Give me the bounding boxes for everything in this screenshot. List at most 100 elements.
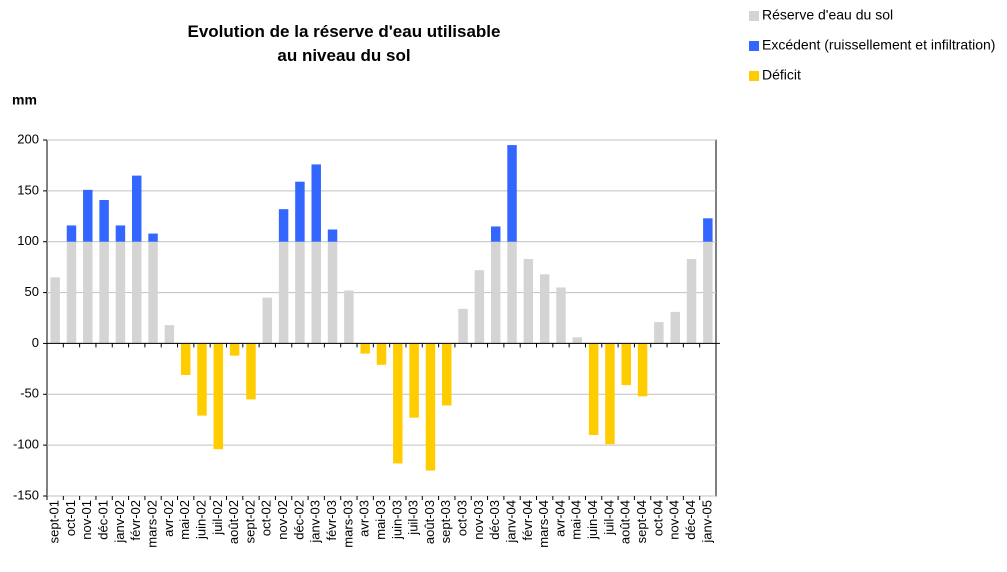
x-tick-label: mars-02 xyxy=(144,500,159,548)
bar xyxy=(295,241,305,344)
x-tick-label: avr-03 xyxy=(357,500,372,537)
x-tick-label: juin-02 xyxy=(193,500,208,540)
x-tick-label: mars-03 xyxy=(340,500,355,548)
bar xyxy=(99,200,109,242)
x-tick-label: juil-02 xyxy=(210,500,225,536)
x-tick-label: oct-02 xyxy=(259,500,274,536)
bar xyxy=(442,343,452,406)
x-tick-label: avr-02 xyxy=(161,500,176,537)
bar xyxy=(621,343,631,386)
x-tick-label: janv-05 xyxy=(699,500,714,544)
bar xyxy=(278,209,289,242)
x-tick-label: août-04 xyxy=(618,500,633,544)
x-tick-label: sept-01 xyxy=(47,500,62,543)
x-tick-label: sept-02 xyxy=(242,500,257,543)
y-tick-label: 100 xyxy=(17,233,39,248)
legend-swatch xyxy=(749,71,759,81)
bar xyxy=(197,343,207,416)
y-tick-label: -150 xyxy=(13,487,39,502)
bar xyxy=(311,164,321,242)
bar xyxy=(278,241,289,344)
y-tick-label: -100 xyxy=(13,437,39,452)
bar xyxy=(115,241,126,344)
x-tick-label: févr-04 xyxy=(520,500,535,540)
bar xyxy=(490,226,501,242)
bar xyxy=(507,145,517,242)
bar xyxy=(180,343,191,375)
x-tick-label: déc-02 xyxy=(291,500,306,540)
y-tick-label: 50 xyxy=(25,284,39,299)
x-tick-label: sept-03 xyxy=(438,500,453,543)
x-tick-label: déc-04 xyxy=(683,500,698,540)
bar xyxy=(686,259,697,344)
chart-title: Evolution de la réserve d'eau utilisable… xyxy=(187,22,501,65)
legend-swatch xyxy=(749,41,759,51)
x-tick-label: mai-03 xyxy=(373,500,388,540)
y-axis-label: mm xyxy=(12,92,37,108)
x-tick-label: oct-01 xyxy=(63,500,78,536)
x-tick-label: déc-01 xyxy=(96,500,111,540)
bar xyxy=(654,322,664,344)
bar xyxy=(66,225,77,242)
bar xyxy=(409,343,419,418)
bar xyxy=(539,274,550,344)
bar xyxy=(148,241,158,344)
x-tick-label: déc-03 xyxy=(487,500,502,540)
x-tick-label: janv-04 xyxy=(503,500,518,544)
bar xyxy=(360,343,370,354)
x-tick-label: juil-04 xyxy=(601,500,616,536)
bar xyxy=(164,325,175,344)
bar xyxy=(425,343,436,471)
bar xyxy=(229,343,240,356)
x-tick-label: févr-02 xyxy=(128,500,143,540)
bar xyxy=(327,241,338,344)
bar xyxy=(605,343,615,445)
bar xyxy=(83,241,93,344)
legend-label: Excédent (ruissellement et infiltration) xyxy=(762,37,995,53)
bar xyxy=(83,189,93,242)
bar xyxy=(572,337,583,344)
legend-swatch xyxy=(749,11,759,21)
bar xyxy=(376,343,387,365)
x-tick-label: janv-03 xyxy=(308,500,323,544)
x-tick-label: janv-02 xyxy=(112,500,127,544)
bar xyxy=(588,343,599,435)
bar xyxy=(507,241,517,344)
bar xyxy=(115,225,126,242)
bar xyxy=(213,343,224,450)
x-tick-label: oct-03 xyxy=(455,500,470,536)
bar xyxy=(66,241,77,344)
bar xyxy=(703,241,713,344)
bar xyxy=(132,175,142,242)
bar xyxy=(148,233,158,242)
y-tick-label: 0 xyxy=(32,335,39,350)
x-tick-label: août-03 xyxy=(422,500,437,544)
x-tick-label: févr-03 xyxy=(324,500,339,540)
bar xyxy=(327,229,338,242)
bar xyxy=(556,287,566,344)
bar xyxy=(458,308,468,344)
x-tick-label: mai-04 xyxy=(569,500,584,540)
legend-label: Déficit xyxy=(762,67,801,83)
legend-label: Réserve d'eau du sol xyxy=(762,7,893,23)
x-tick-label: août-02 xyxy=(226,500,241,544)
bar xyxy=(637,343,648,397)
x-tick-label: sept-04 xyxy=(634,500,649,543)
bar xyxy=(670,311,680,344)
x-tick-label: avr-04 xyxy=(552,500,567,537)
x-tick-label: nov-02 xyxy=(275,500,290,540)
x-tick-label: mars-04 xyxy=(536,500,551,548)
bar xyxy=(474,270,485,344)
bar xyxy=(344,290,354,344)
bar xyxy=(99,241,109,344)
x-tick-label: juin-03 xyxy=(389,500,404,540)
bar xyxy=(50,277,60,344)
bar xyxy=(246,343,256,400)
x-tick-label: juin-04 xyxy=(585,500,600,540)
x-tick-label: nov-01 xyxy=(79,500,94,540)
x-tick-label: nov-03 xyxy=(471,500,486,540)
bar xyxy=(295,181,305,242)
bar xyxy=(490,241,501,344)
